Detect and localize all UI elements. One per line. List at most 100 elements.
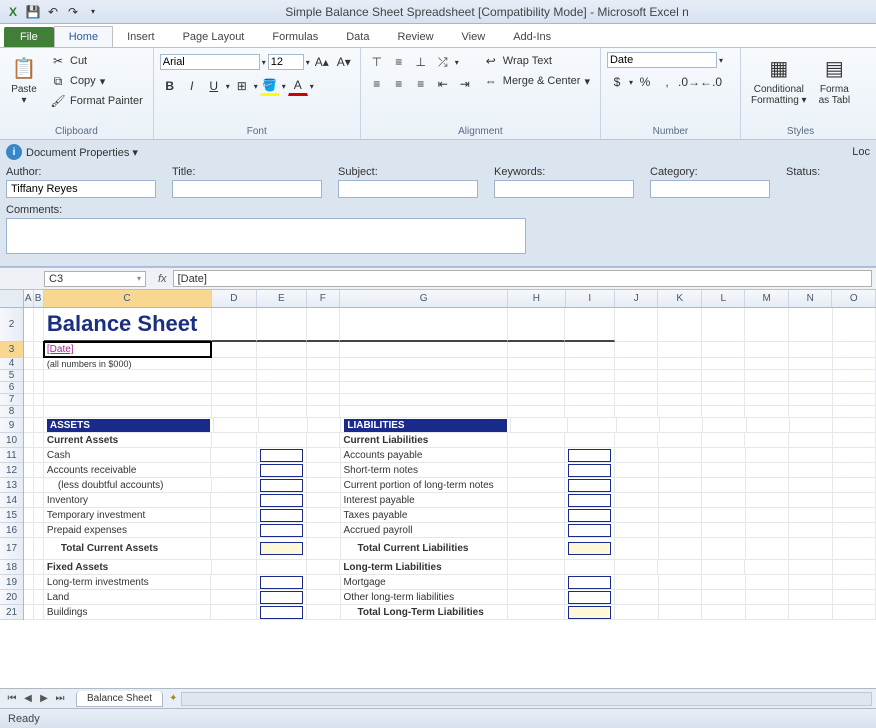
cell-A9[interactable] (24, 418, 34, 433)
font-color-button[interactable]: A (288, 76, 308, 96)
cell-F21[interactable] (307, 605, 341, 620)
cell-I5[interactable] (565, 370, 614, 382)
row-6[interactable]: 6 (0, 382, 23, 394)
cell-D7[interactable] (212, 394, 257, 406)
cell-C20[interactable]: Land (44, 590, 212, 605)
cell-F3[interactable] (307, 342, 341, 358)
cell-J3[interactable] (615, 342, 659, 358)
cell-E18[interactable] (257, 560, 306, 575)
cell-A21[interactable] (24, 605, 34, 620)
conditional-formatting-button[interactable]: ▦ ConditionalFormatting ▾ (747, 52, 811, 108)
undo-icon[interactable]: ↶ (44, 3, 62, 21)
cell-A18[interactable] (24, 560, 34, 575)
cell-B6[interactable] (34, 382, 44, 394)
cell-G8[interactable] (340, 406, 508, 418)
cell-G21[interactable]: Total Long-Term Liabilities (341, 605, 509, 620)
cell-A5[interactable] (24, 370, 34, 382)
col-m[interactable]: M (745, 290, 789, 307)
cell-B10[interactable] (34, 433, 44, 448)
cell-D5[interactable] (212, 370, 257, 382)
cell-K4[interactable] (658, 358, 702, 370)
cell-G3[interactable] (340, 342, 508, 358)
cell-B13[interactable] (34, 478, 44, 493)
comma-icon[interactable]: , (657, 72, 677, 92)
cell-O4[interactable] (833, 358, 876, 370)
cell-B20[interactable] (34, 590, 44, 605)
cell-K14[interactable] (659, 493, 702, 508)
cell-F11[interactable] (307, 448, 341, 463)
cell-K5[interactable] (658, 370, 702, 382)
cell-B4[interactable] (34, 358, 44, 370)
col-c[interactable]: C (44, 290, 212, 307)
cell-J9[interactable] (617, 418, 660, 433)
cell-I4[interactable] (565, 358, 614, 370)
cell-D6[interactable] (212, 382, 257, 394)
cell-B15[interactable] (34, 508, 44, 523)
cell-G6[interactable] (340, 382, 508, 394)
cell-F20[interactable] (307, 590, 341, 605)
cell-A19[interactable] (24, 575, 34, 590)
cell-A12[interactable] (24, 463, 34, 478)
cell-C10[interactable]: Current Assets (44, 433, 212, 448)
cell-K16[interactable] (659, 523, 702, 538)
cell-M4[interactable] (745, 358, 789, 370)
cell-A17[interactable] (24, 538, 34, 560)
cell-M16[interactable] (746, 523, 789, 538)
cell-D16[interactable] (211, 523, 256, 538)
cell-K12[interactable] (659, 463, 702, 478)
cell-K2[interactable] (658, 308, 702, 342)
underline-button[interactable]: U (204, 76, 224, 96)
cell-C16[interactable]: Prepaid expenses (44, 523, 212, 538)
cell-G10[interactable]: Current Liabilities (340, 433, 508, 448)
row-18[interactable]: 18 (0, 560, 23, 575)
row-13[interactable]: 13 (0, 478, 23, 493)
redo-icon[interactable]: ↷ (64, 3, 82, 21)
cell-O2[interactable] (833, 308, 876, 342)
cell-D13[interactable] (212, 478, 257, 493)
cell-I11[interactable] (565, 448, 615, 463)
tab-review[interactable]: Review (383, 27, 447, 47)
percent-icon[interactable]: % (635, 72, 655, 92)
cell-I18[interactable] (565, 560, 614, 575)
cell-A8[interactable] (24, 406, 34, 418)
cell-D14[interactable] (211, 493, 256, 508)
cell-G4[interactable] (340, 358, 508, 370)
cell-D18[interactable] (212, 560, 257, 575)
col-k[interactable]: K (658, 290, 702, 307)
col-o[interactable]: O (832, 290, 876, 307)
tab-formulas[interactable]: Formulas (258, 27, 332, 47)
cell-N11[interactable] (789, 448, 832, 463)
cell-O16[interactable] (833, 523, 876, 538)
cell-L13[interactable] (702, 478, 745, 493)
bold-button[interactable]: B (160, 76, 180, 96)
align-right-icon[interactable]: ≡ (411, 74, 431, 94)
cell-F8[interactable] (307, 406, 341, 418)
cell-O10[interactable] (833, 433, 876, 448)
increase-indent-icon[interactable]: ⇥ (455, 74, 475, 94)
cell-D21[interactable] (211, 605, 256, 620)
cell-E4[interactable] (257, 358, 306, 370)
cell-N2[interactable] (789, 308, 833, 342)
cell-E19[interactable] (257, 575, 307, 590)
title-field[interactable] (172, 180, 322, 198)
cell-C17[interactable]: Total Current Assets (44, 538, 212, 560)
cell-G12[interactable]: Short-term notes (341, 463, 509, 478)
align-center-icon[interactable]: ≡ (389, 74, 409, 94)
row-19[interactable]: 19 (0, 575, 23, 590)
cell-A10[interactable] (24, 433, 34, 448)
align-bottom-icon[interactable]: ⊥ (411, 52, 431, 72)
cell-B12[interactable] (34, 463, 44, 478)
cells-area[interactable]: Balance Sheet[Date](all numbers in $000)… (24, 308, 876, 688)
cell-G20[interactable]: Other long-term liabilities (341, 590, 509, 605)
cell-F10[interactable] (307, 433, 341, 448)
cell-D4[interactable] (212, 358, 257, 370)
copy-button[interactable]: ⧉Copy ▾ (46, 72, 147, 90)
cell-O7[interactable] (833, 394, 876, 406)
cell-E9[interactable] (259, 418, 308, 433)
cell-E15[interactable] (257, 508, 307, 523)
spreadsheet-grid[interactable]: A B C D E F G H I J K L M N O 2345678910… (0, 290, 876, 688)
cell-E7[interactable] (257, 394, 306, 406)
tab-data[interactable]: Data (332, 27, 383, 47)
col-d[interactable]: D (212, 290, 257, 307)
author-field[interactable] (6, 180, 156, 198)
